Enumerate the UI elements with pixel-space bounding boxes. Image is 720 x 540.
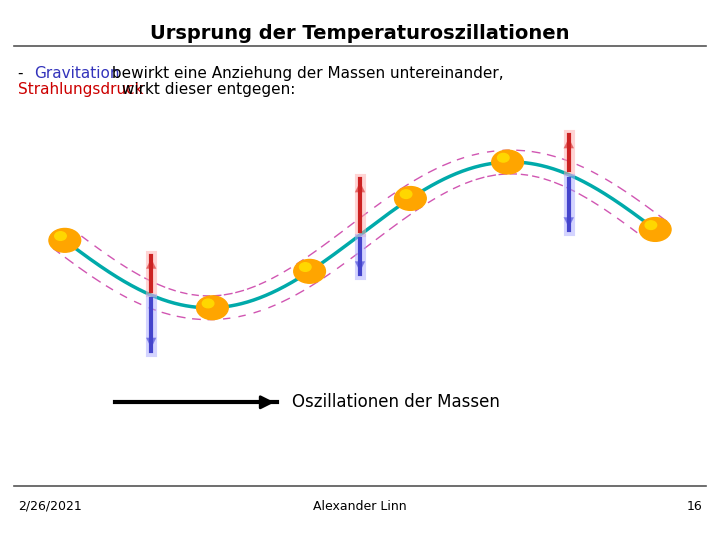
Circle shape [55, 232, 66, 240]
Circle shape [197, 296, 228, 320]
Text: 2/26/2021: 2/26/2021 [18, 500, 82, 512]
Circle shape [645, 221, 657, 230]
Circle shape [492, 150, 523, 174]
Circle shape [202, 299, 214, 308]
Circle shape [300, 263, 311, 272]
Text: Oszillationen der Massen: Oszillationen der Massen [292, 393, 500, 411]
Circle shape [639, 218, 671, 241]
Text: wirkt dieser entgegen:: wirkt dieser entgegen: [117, 82, 295, 97]
Text: Ursprung der Temperaturoszillationen: Ursprung der Temperaturoszillationen [150, 24, 570, 43]
Text: bewirkt eine Anziehung der Massen untereinander,: bewirkt eine Anziehung der Massen untere… [107, 66, 503, 81]
Circle shape [294, 260, 325, 284]
Circle shape [395, 187, 426, 211]
Text: Strahlungsdruck: Strahlungsdruck [18, 82, 143, 97]
Text: Gravitation: Gravitation [35, 66, 120, 81]
Text: Alexander Linn: Alexander Linn [313, 500, 407, 512]
Circle shape [49, 228, 81, 252]
Circle shape [498, 153, 509, 162]
Circle shape [400, 190, 412, 199]
Text: 16: 16 [686, 500, 702, 512]
Text: -: - [18, 66, 28, 81]
